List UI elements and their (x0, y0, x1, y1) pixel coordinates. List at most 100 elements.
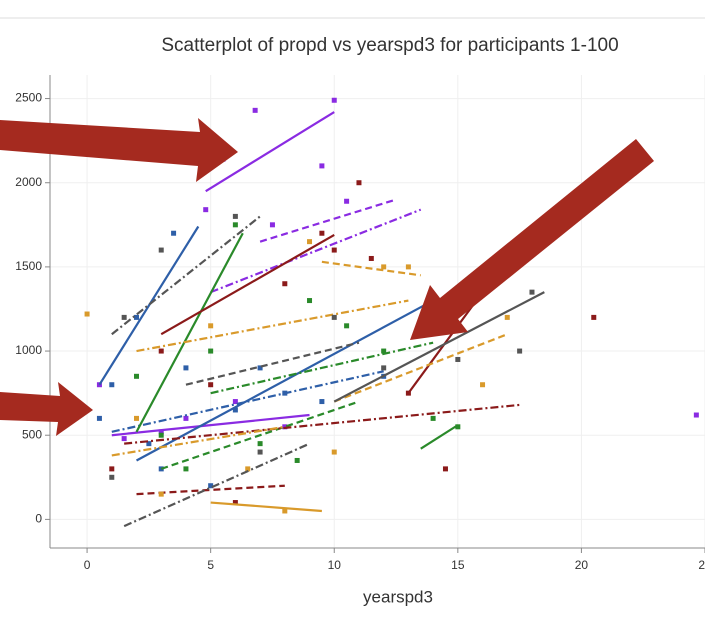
fit-line (210, 341, 434, 395)
point (442, 466, 448, 472)
point (455, 356, 461, 362)
point (529, 289, 535, 295)
point (381, 264, 387, 270)
x-tick-label: 20 (575, 558, 589, 572)
y-tick-label: 500 (22, 427, 42, 441)
point (232, 407, 238, 413)
point (171, 230, 177, 236)
point (208, 348, 214, 354)
point (134, 373, 140, 379)
point (208, 323, 214, 329)
point (232, 500, 238, 506)
point (282, 281, 288, 287)
point (121, 436, 127, 442)
x-axis-label: yearspd3 (363, 587, 433, 606)
fit-line (420, 424, 459, 450)
point (405, 390, 411, 396)
point (517, 348, 523, 354)
fit-line (160, 233, 335, 336)
x-tick-label: 10 (328, 558, 342, 572)
fit-line (124, 403, 520, 445)
point (368, 255, 374, 261)
chart-title: Scatterplot of propd vs yearspd3 for par… (161, 35, 618, 56)
point (134, 415, 140, 421)
point (319, 163, 325, 169)
point (693, 412, 699, 418)
point (183, 365, 189, 371)
ticks: 0 500 1000 1500 2000 2500 0 5 10 15 20 25 (15, 91, 705, 572)
fit-line (136, 299, 409, 353)
point (232, 399, 238, 405)
point (257, 449, 263, 455)
point (381, 348, 387, 354)
point (232, 213, 238, 219)
plot-area (84, 97, 699, 528)
point (232, 222, 238, 228)
point (307, 298, 313, 304)
y-tick-label: 2000 (15, 175, 42, 189)
fit-line (111, 425, 285, 457)
point (121, 314, 127, 320)
point (319, 399, 325, 405)
point (146, 441, 152, 447)
point (356, 180, 362, 186)
point (504, 314, 510, 320)
fit-line (321, 260, 421, 277)
point (282, 390, 288, 396)
fit-line (160, 400, 360, 470)
fit-line (123, 442, 310, 528)
x-tick-label: 15 (451, 558, 465, 572)
arrow (410, 139, 654, 340)
point (344, 323, 350, 329)
fit-line (98, 225, 200, 386)
fit-line (333, 291, 545, 403)
point (591, 314, 597, 320)
x-tick-label: 25 (698, 558, 705, 572)
point (158, 348, 164, 354)
point (480, 382, 486, 388)
point (183, 466, 189, 472)
point (158, 491, 164, 497)
fit-line (135, 299, 434, 462)
point (208, 382, 214, 388)
fit-line (185, 341, 360, 386)
point (381, 365, 387, 371)
fit-line (111, 413, 310, 437)
x-tick-label: 5 (207, 558, 214, 572)
arrow (0, 118, 238, 182)
point (158, 247, 164, 253)
point (331, 314, 337, 320)
point (319, 230, 325, 236)
fit-line (135, 232, 244, 433)
fit-line (210, 501, 322, 513)
point (257, 365, 263, 371)
arrow (0, 382, 93, 436)
point (84, 311, 90, 317)
point (269, 222, 275, 228)
point (282, 508, 288, 514)
point (331, 449, 337, 455)
fit-line (333, 333, 508, 403)
point (183, 415, 189, 421)
point (158, 429, 164, 435)
point (203, 207, 209, 213)
point (455, 424, 461, 430)
point (344, 198, 350, 204)
point (294, 457, 300, 463)
point (245, 466, 251, 472)
point (331, 247, 337, 253)
y-tick-label: 2500 (15, 91, 42, 105)
point (307, 239, 313, 245)
point (331, 97, 337, 103)
point (208, 483, 214, 489)
point (134, 314, 140, 320)
point (109, 466, 115, 472)
fit-line (205, 111, 335, 193)
point (252, 107, 258, 113)
point (257, 441, 263, 447)
point (405, 264, 411, 270)
fit-line (259, 198, 397, 243)
y-tick-label: 1000 (15, 343, 42, 357)
x-tick-label: 0 (84, 558, 91, 572)
